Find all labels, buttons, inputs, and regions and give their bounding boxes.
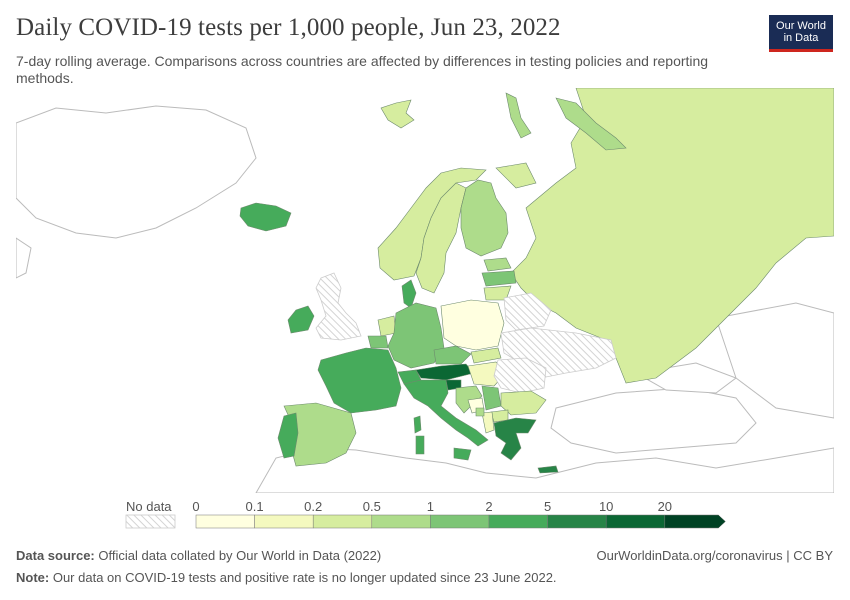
country-belarus[interactable] xyxy=(503,292,552,331)
country-estonia[interactable] xyxy=(483,257,512,272)
logo-line-2: in Data xyxy=(783,32,819,44)
legend-tick-label: 0 xyxy=(192,499,200,514)
source-text: Official data collated by Our World in D… xyxy=(98,548,382,563)
legend-bin-8[interactable] xyxy=(664,514,726,529)
country-portugal[interactable] xyxy=(277,412,299,459)
legend-tick-label: 1 xyxy=(426,499,435,514)
country-crete[interactable] xyxy=(537,465,559,474)
legend-no-data-label: No data xyxy=(126,499,172,514)
europe-map xyxy=(16,88,834,493)
country-finland[interactable] xyxy=(460,179,509,257)
country-slovakia[interactable] xyxy=(470,347,502,364)
country-corsica[interactable] xyxy=(413,415,422,434)
note-label: Note: xyxy=(16,570,50,585)
country-bulgaria[interactable] xyxy=(500,390,547,416)
chart-title: Daily COVID-19 tests per 1,000 people, J… xyxy=(16,14,561,41)
legend-tick-label: 0.1 xyxy=(245,499,264,514)
legend-tick-label: 10 xyxy=(598,499,614,514)
legend-tick-label: 20 xyxy=(657,499,673,514)
country-svalbard[interactable] xyxy=(380,99,415,129)
legend-no-data-swatch xyxy=(125,514,176,529)
country-belgium[interactable] xyxy=(367,335,389,349)
legend-bin-3[interactable] xyxy=(371,514,431,529)
legend-bin-1[interactable] xyxy=(254,514,314,529)
chart-subtitle: 7-day rolling average. Comparisons acros… xyxy=(16,53,709,86)
country-sweden[interactable] xyxy=(415,182,467,294)
note-text: Our data on COVID-19 tests and positive … xyxy=(52,570,557,585)
legend-bin-4[interactable] xyxy=(430,514,490,529)
turkey-outline xyxy=(550,387,757,454)
country-ireland[interactable] xyxy=(287,305,315,334)
legend-bin-7[interactable] xyxy=(605,514,666,529)
logo-line-1: Our World xyxy=(776,20,826,32)
country-poland[interactable] xyxy=(440,299,505,351)
country-sicily[interactable] xyxy=(453,447,472,461)
country-austria[interactable] xyxy=(415,363,475,381)
arctic-island-outline xyxy=(16,237,32,279)
country-russia-kola[interactable] xyxy=(495,162,537,189)
legend-tick-label: 0.2 xyxy=(304,499,323,514)
legend-tick-label: 2 xyxy=(485,499,493,514)
legend-tick-label: 0.5 xyxy=(362,499,381,514)
country-albania[interactable] xyxy=(481,411,495,434)
country-romania[interactable] xyxy=(493,357,547,394)
country-czechia[interactable] xyxy=(433,345,472,365)
country-sardinia[interactable] xyxy=(415,435,425,455)
country-russia-novaya[interactable] xyxy=(555,97,627,151)
legend-bin-0[interactable] xyxy=(195,514,255,529)
country-germany[interactable] xyxy=(387,302,445,369)
country-netherlands[interactable] xyxy=(377,315,397,337)
country-latvia[interactable] xyxy=(481,270,517,287)
source-label: Data source: xyxy=(16,548,95,563)
legend: No data 0 0.1 0.2 0.5 1 2 5 10 20 xyxy=(0,495,850,535)
legend-bin-6[interactable] xyxy=(547,514,607,529)
legend-bin-5[interactable] xyxy=(488,514,548,529)
country-france[interactable] xyxy=(317,347,402,414)
legend-tick-label: 5 xyxy=(543,499,552,514)
owid-logo[interactable]: Our World in Data xyxy=(769,15,833,52)
footer-note: Note: Our data on COVID-19 tests and pos… xyxy=(16,570,557,585)
footer-link[interactable]: OurWorldinData.org/coronavirus | CC BY xyxy=(596,548,833,563)
country-serbia[interactable] xyxy=(481,385,502,411)
legend-bin-2[interactable] xyxy=(312,514,373,529)
country-greece[interactable] xyxy=(493,417,537,461)
country-denmark[interactable] xyxy=(401,279,417,309)
country-united-kingdom[interactable] xyxy=(315,272,362,341)
footer-source: Data source: Official data collated by O… xyxy=(16,548,381,563)
country-montenegro[interactable] xyxy=(475,407,485,417)
country-iceland[interactable] xyxy=(239,202,292,232)
country-russia-archipelago[interactable] xyxy=(505,92,532,139)
greenland-outline xyxy=(16,105,257,239)
legend-color-scale xyxy=(125,514,726,529)
kazakhstan-outline xyxy=(715,302,834,419)
